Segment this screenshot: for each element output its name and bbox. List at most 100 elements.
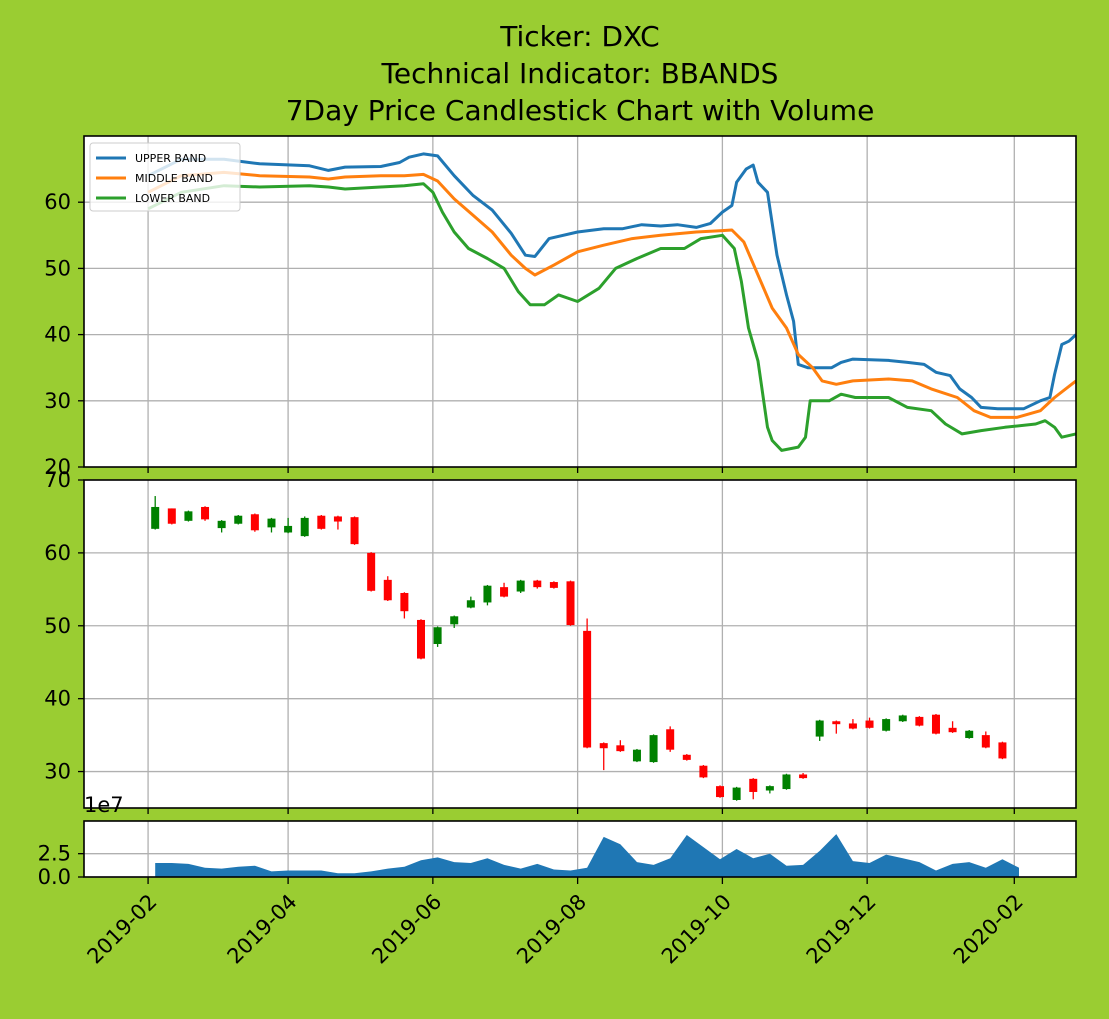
candle-body-40 [815, 720, 824, 737]
bbands-ytick-label-1: 30 [44, 389, 71, 413]
bbands-y-axis: 20 30 40 50 60 [44, 190, 84, 479]
candle-y-axis: 30 40 50 60 70 [44, 468, 84, 784]
candle-18 [450, 615, 459, 628]
candle-body-19 [466, 600, 475, 608]
candle-body-7 [267, 518, 276, 528]
candle-20 [483, 584, 492, 606]
candle-body-4 [217, 520, 226, 529]
candle-23 [533, 579, 542, 589]
candle-10 [317, 514, 326, 530]
candle-body-9 [300, 517, 309, 537]
candle-45 [898, 714, 907, 722]
candle-13 [367, 552, 376, 592]
volume-y-axis: 0.02.5 [38, 842, 84, 889]
bbands-ytick-label-0: 20 [44, 455, 71, 479]
bbands-frame [83, 135, 1077, 468]
candle-48 [948, 721, 957, 733]
candle-body-8 [284, 525, 293, 533]
bbands-legend: UPPER BAND MIDDLE BAND LOWER BAND [89, 142, 241, 212]
candle-body-16 [416, 619, 425, 659]
candle-body-21 [500, 587, 509, 597]
candle-body-37 [765, 786, 774, 791]
candle-ytick-label-1: 40 [44, 687, 71, 711]
bbands-line-middle [147, 170, 1077, 419]
candle-ytick-label-4: 70 [44, 468, 71, 492]
candle-body-45 [898, 715, 907, 722]
volume-ytick-label-0: 0.0 [38, 865, 71, 889]
chart-title-line1: Ticker: DXC [499, 20, 659, 53]
candle-12 [350, 516, 359, 545]
chart-title-line3: 7Day Price Candlestick Chart with Volume [286, 94, 875, 127]
candle-body-33 [699, 765, 708, 778]
volume-ytick-label-1: 2.5 [38, 842, 71, 866]
candle-body-6 [250, 514, 259, 531]
candle-body-39 [799, 774, 808, 779]
candle-22 [516, 579, 525, 593]
candle-26 [583, 618, 592, 749]
candle-51 [998, 741, 1007, 760]
candle-body-15 [400, 592, 409, 612]
candle-49 [965, 730, 974, 739]
candle-19 [466, 596, 475, 609]
candle-17 [433, 626, 442, 647]
candle-35 [732, 786, 741, 801]
candle-31 [666, 726, 675, 752]
legend-label-upper: UPPER BAND [135, 152, 206, 165]
candle-body-44 [882, 719, 891, 731]
candle-body-2 [184, 511, 193, 521]
candle-body-29 [632, 749, 641, 762]
candle-11 [333, 515, 342, 530]
candle-body-31 [666, 729, 675, 750]
candle-9 [300, 516, 309, 537]
candle-47 [931, 713, 940, 735]
candle-46 [915, 716, 924, 727]
candle-body-51 [998, 742, 1007, 759]
bbands-ytick-label-2: 40 [44, 323, 71, 347]
candle-panel: 30 40 50 60 70 [44, 468, 1077, 814]
bbands-line-upper [147, 152, 1078, 411]
candle-body-26 [583, 630, 592, 748]
candle-body-24 [549, 582, 558, 588]
candle-27 [599, 742, 608, 771]
candle-ytick-label-3: 60 [44, 541, 71, 565]
candle-body-13 [367, 552, 376, 591]
candle-29 [632, 748, 641, 763]
candle-body-30 [649, 735, 658, 763]
candle-39 [799, 773, 808, 779]
candle-plot-area [84, 480, 1076, 808]
legend-box [89, 142, 241, 212]
candle-body-20 [483, 585, 492, 603]
candle-body-1 [167, 508, 176, 524]
candle-body-11 [333, 516, 342, 522]
candle-33 [699, 764, 708, 779]
volume-frame [83, 820, 1077, 878]
legend-label-lower: LOWER BAND [135, 192, 210, 205]
candle-body-10 [317, 515, 326, 529]
candle-32 [682, 754, 691, 761]
candle-21 [500, 582, 509, 598]
candle-3 [201, 506, 210, 521]
candles [151, 496, 1007, 801]
candle-43 [865, 717, 874, 729]
candle-body-25 [566, 581, 575, 626]
candle-body-3 [201, 506, 210, 520]
candle-41 [832, 720, 841, 734]
bbands-line-lower [147, 182, 1077, 452]
candle-24 [549, 581, 558, 589]
candle-30 [649, 734, 658, 763]
candle-body-36 [749, 778, 758, 792]
candle-body-23 [533, 580, 542, 588]
candle-body-12 [350, 517, 359, 545]
bbands-grid [84, 136, 1076, 467]
candle-body-32 [682, 754, 691, 760]
candle-body-41 [832, 721, 841, 725]
candle-4 [217, 520, 226, 533]
candle-16 [416, 619, 425, 660]
candle-50 [981, 731, 990, 749]
candle-2 [184, 510, 193, 522]
chart-title-line2: Technical Indicator: BBANDS [381, 57, 779, 90]
candle-body-48 [948, 727, 957, 733]
candle-x-ticks [147, 808, 1015, 814]
bbands-ytick-label-4: 60 [44, 190, 71, 214]
